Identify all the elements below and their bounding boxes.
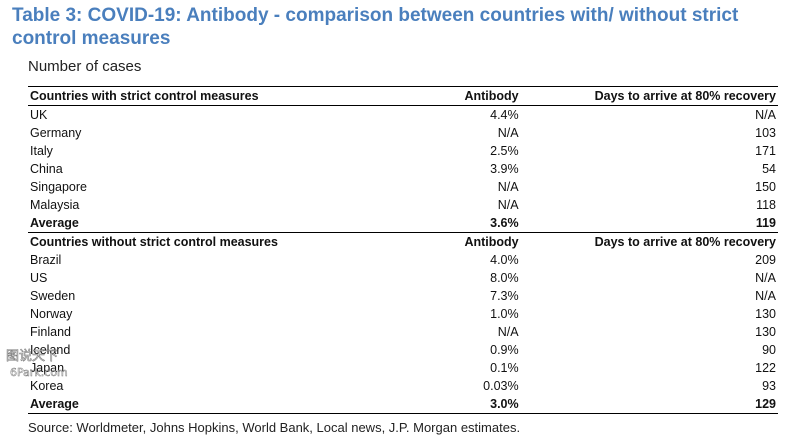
country-cell: UK xyxy=(30,108,48,122)
days-cell: 54 xyxy=(762,162,776,176)
antibody-cell: 4.4% xyxy=(490,108,519,122)
antibody-column-header: Antibody xyxy=(309,86,521,106)
watermark-text: 6Park.com xyxy=(10,366,68,379)
country-cell: Korea xyxy=(30,379,64,393)
antibody-comparison-table: Countries with strict control measures A… xyxy=(28,86,778,414)
days-cell: 150 xyxy=(755,180,776,194)
strict-group-header: Countries with strict control measures xyxy=(28,86,310,106)
table-row: Brazil 4.0% 209 xyxy=(28,251,778,269)
average-antibody-cell: 3.0% xyxy=(309,395,521,414)
antibody-cell: N/A xyxy=(497,325,519,339)
non-strict-group-header: Countries without strict control measure… xyxy=(30,235,278,249)
days-cell: 122 xyxy=(755,361,776,375)
table-row: Malaysia N/A 118 xyxy=(28,196,778,214)
country-cell: Germany xyxy=(30,126,82,140)
watermark-cn-text: 图说天下 xyxy=(6,349,58,364)
average-label: Average xyxy=(28,214,310,233)
average-label: Average xyxy=(28,395,310,414)
antibody-cell: 0.1% xyxy=(490,361,519,375)
site-watermark: 图说天下 6Park.com xyxy=(6,349,68,380)
country-cell: Singapore xyxy=(30,180,87,194)
antibody-cell: 2.5% xyxy=(490,144,519,158)
antibody-cell: 7.3% xyxy=(490,289,519,303)
antibody-cell: 3.9% xyxy=(490,162,519,176)
antibody-cell: 0.9% xyxy=(490,343,519,357)
non-strict-header-row: Countries without strict control measure… xyxy=(28,233,778,252)
table-row: Italy 2.5% 171 xyxy=(28,142,778,160)
table-row: Singapore N/A 150 xyxy=(28,178,778,196)
table-row: China 3.9% 54 xyxy=(28,160,778,178)
table-row: US 8.0% N/A xyxy=(28,269,778,287)
antibody-cell: N/A xyxy=(497,198,519,212)
days-column-header: Days to arrive at 80% recovery xyxy=(520,86,778,106)
table-row: Sweden 7.3% N/A xyxy=(28,287,778,305)
days-cell: N/A xyxy=(755,271,776,285)
days-cell: N/A xyxy=(755,108,776,122)
average-days-cell: 129 xyxy=(520,395,778,414)
table-row: Norway 1.0% 130 xyxy=(28,305,778,323)
country-cell: Norway xyxy=(30,307,73,321)
antibody-column-header: Antibody xyxy=(464,235,519,249)
table-row: Germany N/A 103 xyxy=(28,124,778,142)
days-cell: 130 xyxy=(755,325,776,339)
strict-header-row: Countries with strict control measures A… xyxy=(28,86,778,106)
days-cell: 118 xyxy=(756,198,776,212)
table-row: UK 4.4% N/A xyxy=(28,106,778,125)
average-days-cell: 119 xyxy=(520,214,778,233)
table-subtitle: Number of cases xyxy=(28,58,142,75)
non-strict-average-row: Average 3.0% 129 xyxy=(28,395,778,414)
days-cell: N/A xyxy=(755,289,776,303)
antibody-cell: 0.03% xyxy=(483,379,519,393)
table-title: Table 3: COVID-19: Antibody - comparison… xyxy=(12,5,739,49)
country-cell: China xyxy=(30,162,63,176)
country-cell: Brazil xyxy=(30,253,62,267)
average-antibody-cell: 3.6% xyxy=(309,214,521,233)
country-cell: US xyxy=(30,271,48,285)
days-column-header: Days to arrive at 80% recovery xyxy=(594,235,776,249)
days-cell: 90 xyxy=(762,343,776,357)
country-cell: Sweden xyxy=(30,289,76,303)
antibody-cell: N/A xyxy=(497,126,519,140)
table-row: Korea 0.03% 93 xyxy=(28,377,778,395)
strict-average-row: Average 3.6% 119 xyxy=(28,214,778,233)
country-cell: Finland xyxy=(30,325,71,339)
days-cell: 103 xyxy=(755,126,776,140)
table-row: Finland N/A 130 xyxy=(28,323,778,341)
country-cell: Malaysia xyxy=(30,198,80,212)
country-cell: Italy xyxy=(30,144,53,158)
antibody-cell: 1.0% xyxy=(490,307,519,321)
antibody-cell: 4.0% xyxy=(490,253,519,267)
days-cell: 93 xyxy=(762,379,776,393)
days-cell: 209 xyxy=(755,253,776,267)
source-note: Source: Worldmeter, Johns Hopkins, World… xyxy=(28,420,521,435)
country-cell: Japan xyxy=(30,361,65,375)
country-cell: Iceland xyxy=(30,343,71,357)
days-cell: 171 xyxy=(755,144,776,158)
days-cell: 130 xyxy=(755,307,776,321)
antibody-cell: 8.0% xyxy=(490,271,519,285)
table-row: Iceland 0.9% 90 xyxy=(28,341,778,359)
table-row: Japan 0.1% 122 xyxy=(28,359,778,377)
antibody-cell: N/A xyxy=(497,180,519,194)
